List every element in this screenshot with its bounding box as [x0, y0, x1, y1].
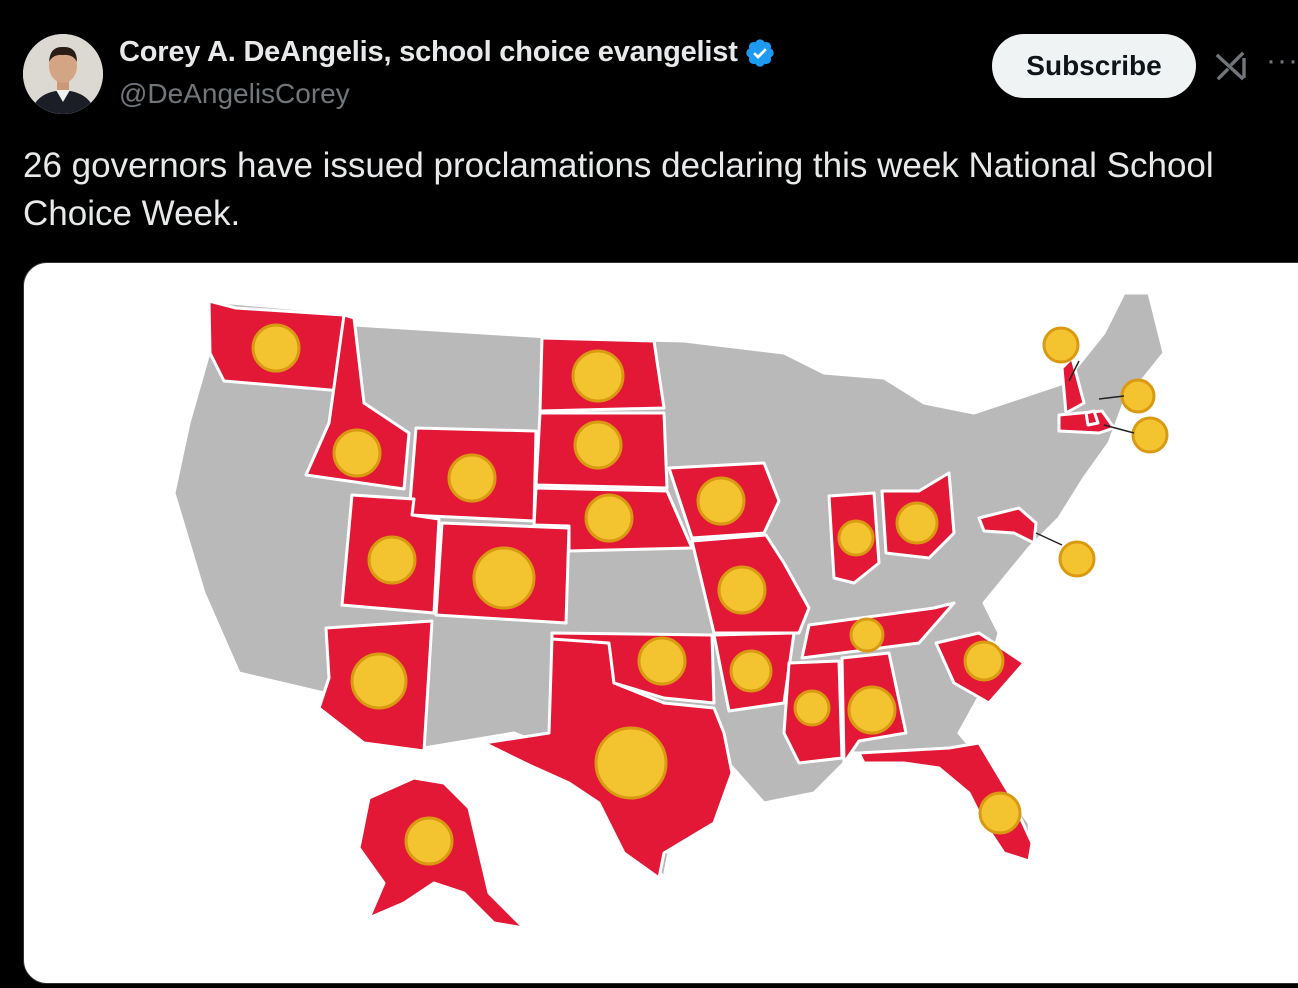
seal-al	[847, 685, 897, 735]
seal-mo	[717, 565, 767, 615]
seal-ar	[729, 649, 773, 693]
seal-wy	[447, 453, 497, 503]
seal-ms	[793, 689, 831, 727]
seal-ne	[584, 493, 634, 543]
seal-in	[837, 519, 875, 557]
state-md	[977, 506, 1038, 545]
seal-nd	[571, 349, 625, 403]
tweet-text: 26 governors have issued proclamations d…	[23, 146, 1214, 233]
state-ri	[1084, 409, 1100, 427]
tweet-media-image[interactable]	[23, 262, 1298, 984]
seal-id	[332, 428, 382, 478]
seal-ok	[637, 636, 687, 686]
seal-ia	[696, 476, 746, 526]
seal-az	[350, 652, 408, 710]
seal-tx	[594, 726, 668, 800]
more-options-button[interactable]: ···	[1266, 44, 1298, 77]
state-id	[304, 313, 411, 491]
author-name[interactable]: Corey A. DeAngelis, school choice evange…	[119, 36, 738, 68]
seal-ri	[1131, 416, 1169, 454]
author-avatar[interactable]	[23, 34, 103, 114]
seal-ak	[404, 816, 454, 866]
seal-wa	[251, 323, 301, 373]
author-handle[interactable]: @DeAngelisCorey	[119, 78, 350, 109]
seal-sc	[963, 640, 1005, 682]
grok-icon[interactable]	[1213, 48, 1249, 84]
state-fl	[857, 741, 1034, 863]
subscribe-button[interactable]: Subscribe	[992, 34, 1196, 98]
seal-ma	[1120, 378, 1156, 414]
us-states-map	[172, 291, 1169, 930]
seal-md	[1058, 540, 1096, 578]
seal-oh	[895, 501, 939, 545]
seal-sd	[573, 420, 623, 470]
verified-badge-icon	[745, 38, 774, 67]
seal-tn	[849, 617, 885, 653]
seal-fl	[978, 791, 1022, 835]
seal-nh	[1042, 326, 1080, 364]
seal-co	[472, 546, 536, 610]
seal-ut	[367, 535, 417, 585]
